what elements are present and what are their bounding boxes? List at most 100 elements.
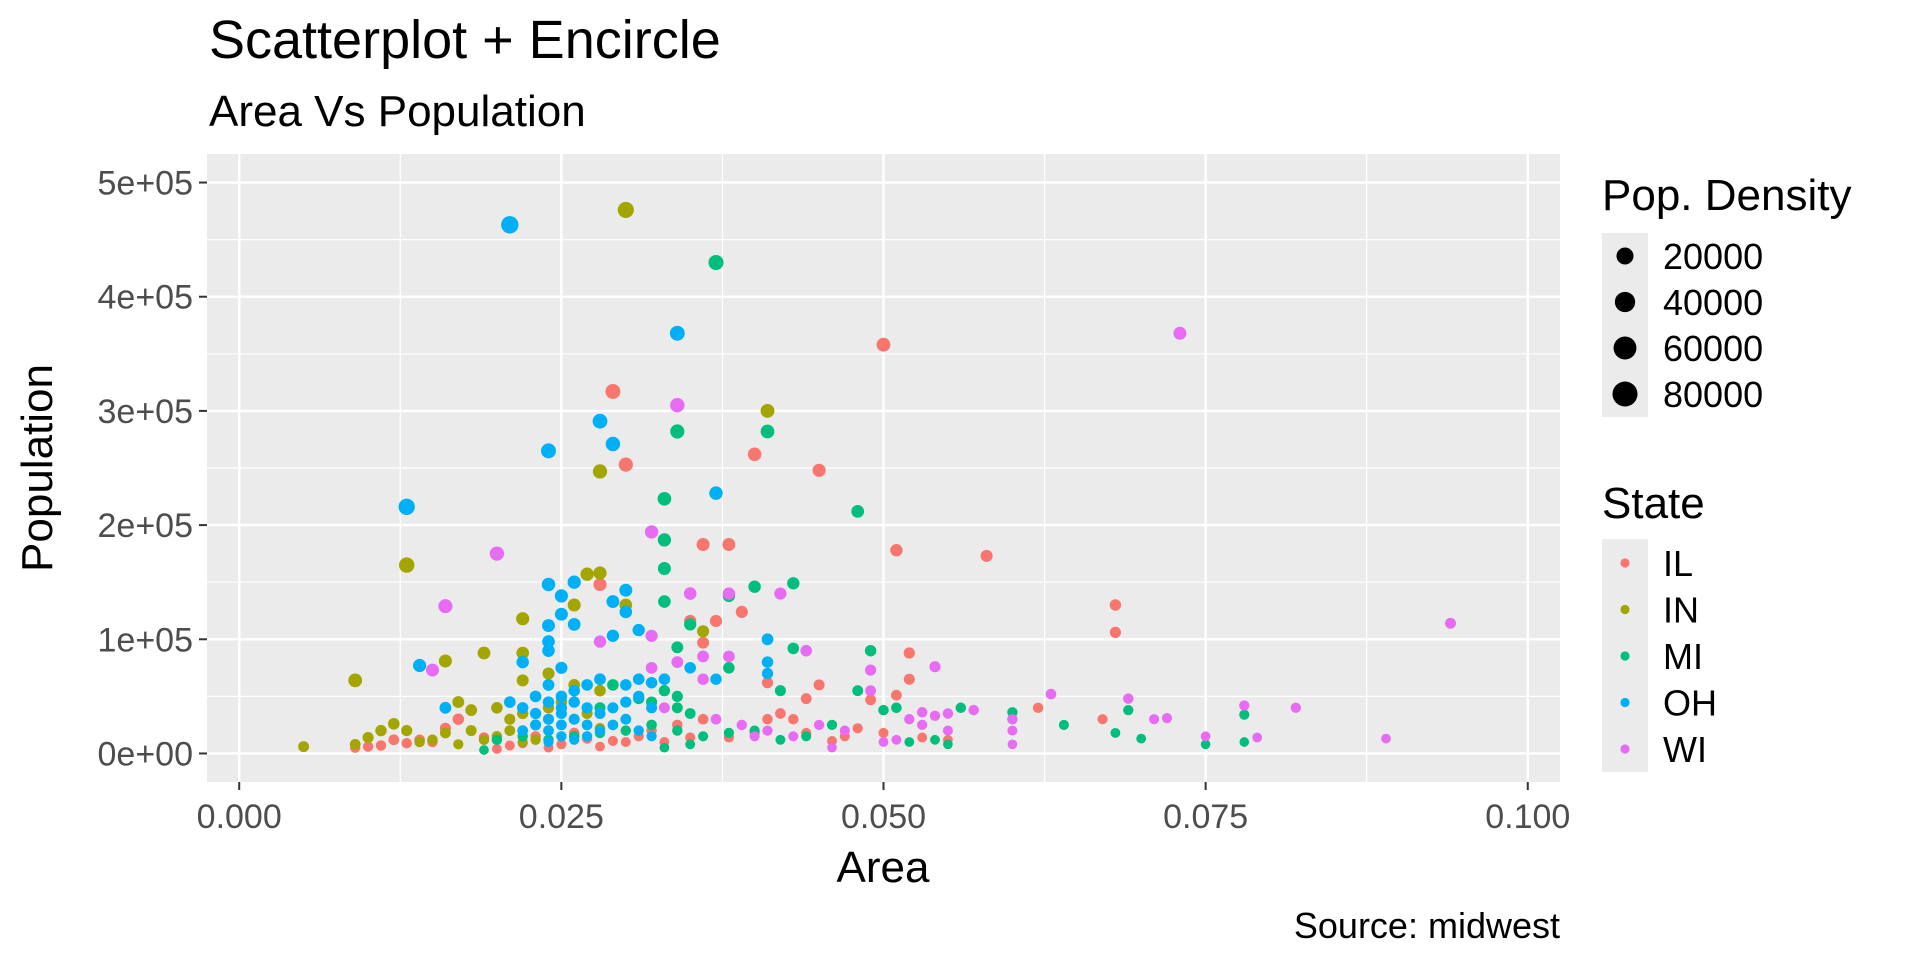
scatter-point-oh xyxy=(594,673,606,686)
scatter-point-oh xyxy=(555,690,568,703)
scatter-point-oh xyxy=(607,702,619,714)
scatter-point-wi xyxy=(670,398,685,413)
scatter-point-wi xyxy=(697,650,709,663)
scatter-point-mi xyxy=(1123,704,1134,716)
scatter-point-oh xyxy=(669,325,685,341)
scatter-point-wi xyxy=(813,719,825,731)
scatter-point-mi xyxy=(852,685,864,697)
scatter-point-mi xyxy=(658,595,671,608)
scatter-point-wi xyxy=(968,704,979,716)
data-points xyxy=(298,201,1456,755)
scatter-point-wi xyxy=(722,587,736,600)
grid-major xyxy=(207,154,1560,782)
scatter-point-in xyxy=(516,612,530,626)
scatter-point-il xyxy=(504,740,515,751)
scatter-point-oh xyxy=(620,713,632,725)
scatter-point-il xyxy=(697,636,710,649)
legend-color-label: MI xyxy=(1663,636,1703,677)
scatter-point-wi xyxy=(658,702,670,714)
scatter-point-oh xyxy=(542,619,555,633)
y-tick-label: 4e+05 xyxy=(98,279,194,317)
scatter-point-wi xyxy=(929,710,941,721)
scatter-point-mi xyxy=(1200,739,1211,750)
scatter-point-in xyxy=(465,725,477,737)
scatter-point-in xyxy=(375,724,387,737)
scatter-point-mi xyxy=(1239,709,1250,720)
scatter-point-mi xyxy=(1058,719,1069,730)
scatter-point-wi xyxy=(645,661,658,674)
scatter-point-mi xyxy=(607,679,619,691)
scatter-point-oh xyxy=(568,713,580,725)
scatter-point-mi xyxy=(878,704,889,716)
scatter-point-in xyxy=(617,201,634,218)
scatter-point-il xyxy=(1032,702,1044,714)
scatter-point-oh xyxy=(710,673,722,685)
scatter-point-oh xyxy=(541,443,556,459)
scatter-point-wi xyxy=(774,587,787,600)
scatter-point-oh xyxy=(568,696,580,708)
chart-subtitle: Area Vs Population xyxy=(209,87,586,136)
scatter-point-wi xyxy=(736,719,748,731)
scatter-point-oh xyxy=(605,436,621,452)
legend-size-label: 40000 xyxy=(1663,282,1763,323)
y-tick-label: 1e+05 xyxy=(98,621,194,659)
scatter-point-oh xyxy=(567,618,581,631)
scatter-point-oh xyxy=(594,725,606,736)
scatter-point-wi xyxy=(839,725,850,736)
scatter-point-wi xyxy=(788,731,799,742)
scatter-point-oh xyxy=(569,734,580,745)
scatter-point-wi xyxy=(929,661,941,673)
y-axis-label: Population xyxy=(13,364,62,572)
legend-size-title: Pop. Density xyxy=(1602,171,1851,220)
scatter-point-oh xyxy=(633,690,645,703)
scatter-point-il xyxy=(827,735,837,746)
scatter-point-oh xyxy=(709,486,723,500)
scatter-point-oh xyxy=(619,583,633,597)
scatter-point-oh xyxy=(554,589,569,603)
scatter-point-oh xyxy=(542,635,555,648)
scatter-point-in xyxy=(697,625,710,638)
scatter-point-il xyxy=(595,741,605,752)
scatter-point-il xyxy=(362,741,374,752)
legend-size-key xyxy=(1614,291,1636,313)
scatter-point-oh xyxy=(606,595,620,609)
scatter-point-in xyxy=(465,704,478,716)
scatter-point-in xyxy=(453,739,464,750)
scatter-point-il xyxy=(685,732,696,743)
scatter-point-in xyxy=(477,646,491,660)
scatter-point-mi xyxy=(1110,727,1121,738)
scatter-point-mi xyxy=(801,731,812,742)
scatter-point-il xyxy=(891,689,902,701)
scatter-point-in xyxy=(491,702,503,714)
scatter-point-wi xyxy=(593,635,607,648)
scatter-point-mi xyxy=(491,734,503,745)
scatter-point-mi xyxy=(670,424,685,439)
scatter-point-mi xyxy=(904,737,915,747)
legend-color-label: IN xyxy=(1663,590,1699,631)
scatter-point-il xyxy=(452,713,464,725)
scatter-point-oh xyxy=(541,577,556,592)
scatter-point-wi xyxy=(438,599,453,614)
scatter-point-in xyxy=(567,598,581,612)
scatter-point-oh xyxy=(530,707,542,720)
scatter-point-mi xyxy=(657,491,672,506)
scatter-point-in xyxy=(427,734,438,746)
scatter-point-oh xyxy=(632,623,645,637)
scatter-point-wi xyxy=(683,587,697,600)
scatter-point-in xyxy=(298,741,310,753)
legend-pop-density: Pop. Density 20000 40000 60000 80000 xyxy=(1602,171,1851,417)
scatter-point-in xyxy=(594,684,606,697)
scatter-point-oh xyxy=(620,679,632,691)
scatter-point-in xyxy=(349,738,361,750)
scatter-point-il xyxy=(865,694,876,706)
scatter-point-in xyxy=(542,667,555,680)
scatter-point-il xyxy=(388,734,400,746)
scatter-point-il xyxy=(620,736,631,748)
legend-size-key xyxy=(1613,336,1637,360)
scatter-point-il xyxy=(1097,714,1108,725)
scatter-point-mi xyxy=(646,719,657,731)
scatter-point-mi xyxy=(1136,733,1147,744)
scatter-point-wi xyxy=(891,734,902,745)
x-axis-label: Area xyxy=(837,843,930,892)
